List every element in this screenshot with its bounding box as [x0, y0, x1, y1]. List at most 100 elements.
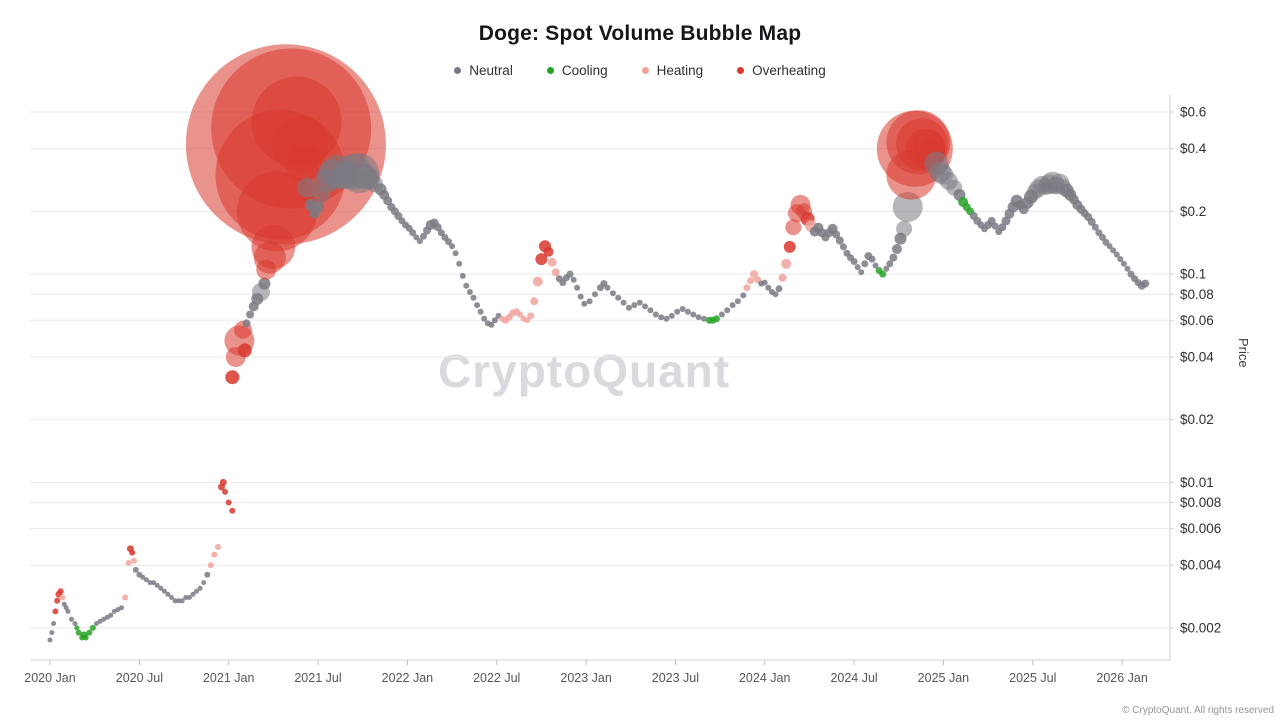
bubble	[658, 314, 665, 321]
bubble	[158, 585, 164, 591]
bubble	[532, 276, 543, 287]
bubble	[165, 591, 171, 597]
bubble	[248, 301, 259, 312]
bubble	[330, 163, 357, 190]
bubble	[953, 188, 966, 201]
bubble	[47, 637, 53, 643]
bubble	[832, 230, 841, 239]
bubble	[547, 257, 557, 267]
bubble	[778, 273, 787, 282]
legend-item-heating[interactable]: Heating	[641, 63, 703, 78]
bubble	[543, 246, 554, 257]
bubble	[359, 169, 380, 190]
bubble	[55, 590, 63, 598]
bubble	[63, 605, 69, 611]
bubble	[850, 258, 858, 265]
bubble	[172, 598, 178, 604]
bubble	[474, 302, 481, 309]
bubble	[1141, 279, 1150, 288]
bubble	[924, 151, 949, 176]
bubble	[313, 186, 330, 203]
bubble	[433, 223, 442, 232]
bubble	[809, 226, 820, 237]
bubble	[441, 233, 449, 241]
bubble	[747, 277, 754, 285]
bubble	[463, 282, 470, 289]
bubble	[309, 208, 320, 219]
bubble	[125, 560, 132, 566]
bubble	[136, 571, 143, 578]
bubble	[896, 118, 948, 171]
bubble	[864, 252, 873, 261]
bubble	[1127, 270, 1135, 278]
y-tick-label: $0.004	[1180, 558, 1222, 573]
bubble	[642, 303, 648, 310]
bubble	[51, 621, 57, 626]
x-tick-label: 2026 Jan	[1096, 671, 1147, 685]
bubble	[379, 189, 390, 200]
bubble	[215, 109, 346, 240]
bubble	[69, 616, 74, 622]
bubble	[75, 629, 82, 636]
copyright-notice: © CryptoQuant. All rights reserved	[1122, 705, 1274, 716]
bubble	[652, 311, 659, 318]
bubble	[705, 316, 713, 324]
bubble	[754, 276, 762, 284]
bubble	[768, 289, 775, 295]
bubble	[875, 267, 883, 274]
bubble	[197, 585, 203, 591]
bubble	[1059, 183, 1074, 198]
bubble	[1010, 194, 1023, 207]
bubble	[1004, 208, 1015, 219]
bubble	[876, 110, 953, 187]
y-tick-label: $0.01	[1180, 475, 1214, 490]
bubble	[787, 204, 806, 223]
x-tick-label: 2020 Jan	[24, 671, 75, 685]
bubble	[194, 588, 199, 594]
bubble	[1026, 183, 1043, 200]
bubble	[713, 315, 720, 323]
bubble	[320, 154, 355, 189]
legend-item-overheating[interactable]: Overheating	[737, 63, 826, 78]
y-tick-label: $0.002	[1180, 620, 1221, 635]
bubble	[998, 223, 1007, 232]
bubble	[481, 315, 488, 322]
bubble	[520, 315, 527, 322]
x-tick-label: 2020 Jul	[116, 671, 163, 685]
legend-item-cooling[interactable]: Cooling	[546, 63, 608, 78]
bubble	[79, 634, 86, 641]
bubble	[312, 201, 324, 213]
bubble	[402, 221, 410, 229]
bubble	[516, 311, 523, 318]
bubble	[647, 307, 654, 314]
bubble	[111, 608, 117, 614]
bubble	[817, 228, 827, 238]
x-tick-label: 2021 Jan	[203, 671, 254, 685]
bubble	[256, 259, 277, 280]
bubble	[258, 277, 271, 290]
bubble	[663, 315, 670, 322]
bubble	[488, 321, 495, 328]
bubble	[169, 595, 174, 600]
neutral-legend-dot-icon	[454, 67, 462, 74]
bubble	[236, 171, 317, 252]
bubble	[928, 160, 951, 183]
bubble	[186, 595, 192, 600]
bubble	[215, 543, 221, 550]
legend-label: Cooling	[561, 63, 608, 78]
bubble	[509, 309, 517, 317]
bubble	[854, 264, 861, 271]
bubble	[984, 221, 993, 229]
legend-item-neutral[interactable]: Neutral	[454, 63, 513, 78]
bubble	[477, 308, 484, 315]
bubble	[190, 591, 196, 597]
bubble	[592, 291, 598, 298]
bubble	[939, 172, 958, 190]
bubble	[466, 289, 473, 295]
bubble	[452, 250, 459, 257]
bubble	[609, 290, 616, 297]
bubble	[104, 614, 110, 620]
bubble	[896, 220, 913, 237]
bubble	[800, 211, 815, 226]
bubble	[1084, 213, 1093, 221]
